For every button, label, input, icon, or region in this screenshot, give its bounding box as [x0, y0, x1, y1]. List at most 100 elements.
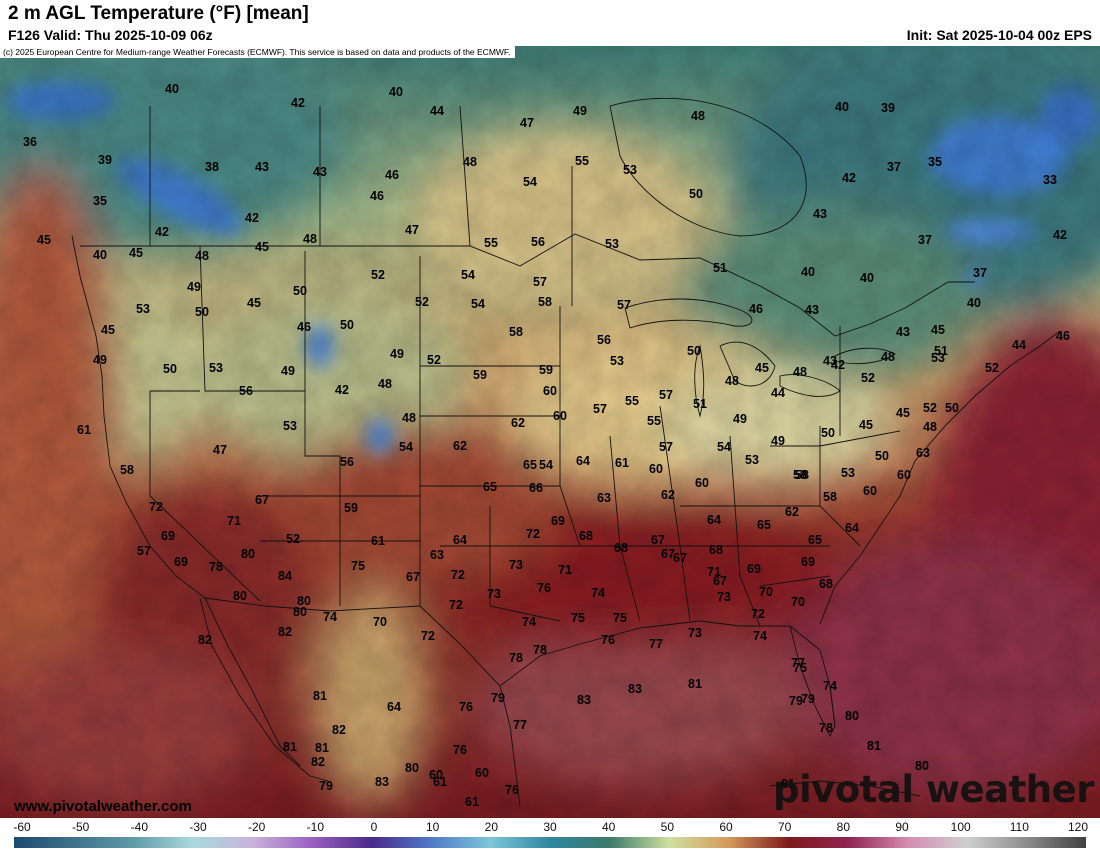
temperature-label: 82	[278, 625, 292, 639]
temperature-label: 40	[801, 265, 815, 279]
temperature-label: 48	[463, 155, 477, 169]
temperature-label: 43	[823, 354, 837, 368]
temperature-label: 45	[931, 323, 945, 337]
temperature-label: 43	[896, 325, 910, 339]
temperature-label: 50	[195, 305, 209, 319]
temperature-label: 72	[526, 527, 540, 541]
color-scale-tick: 40	[601, 820, 616, 834]
temperature-label: 50	[945, 401, 959, 415]
temperature-label: 45	[896, 406, 910, 420]
temperature-label: 80	[915, 759, 929, 773]
temperature-label: 59	[344, 501, 358, 515]
temperature-label: 54	[539, 458, 553, 472]
temperature-label: 65	[757, 518, 771, 532]
temperature-label: 80	[405, 761, 419, 775]
temperature-label: 53	[136, 302, 150, 316]
temperature-label: 46	[385, 168, 399, 182]
temperature-label: 51	[693, 397, 707, 411]
temperature-label: 62	[453, 439, 467, 453]
temperature-label: 53	[931, 351, 945, 365]
temperature-label: 64	[387, 700, 401, 714]
temperature-label: 52	[286, 532, 300, 546]
color-scale-tick: 20	[484, 820, 499, 834]
temperature-label: 49	[93, 353, 107, 367]
temperature-label: 60	[649, 462, 663, 476]
temperature-label: 79	[789, 694, 803, 708]
temperature-label: 54	[523, 175, 537, 189]
temperature-label: 47	[520, 116, 534, 130]
temperature-label: 61	[615, 456, 629, 470]
temperature-label: 73	[509, 558, 523, 572]
temperature-label: 56	[531, 235, 545, 249]
temperature-label: 53	[283, 419, 297, 433]
temperature-label: 49	[573, 104, 587, 118]
temperature-label: 45	[129, 246, 143, 260]
temperature-label: 72	[451, 568, 465, 582]
temperature-label: 79	[491, 691, 505, 705]
temperature-label: 82	[198, 633, 212, 647]
temperature-label: 53	[623, 163, 637, 177]
temperature-label: 57	[137, 544, 151, 558]
temperature-label: 61	[77, 423, 91, 437]
temperature-label: 77	[791, 656, 805, 670]
temperature-label: 49	[187, 280, 201, 294]
temperature-label: 58	[795, 468, 809, 482]
color-scale-tick: 100	[950, 820, 971, 834]
temperature-label: 54	[399, 440, 413, 454]
temperature-label: 69	[161, 529, 175, 543]
temperature-label: 50	[687, 344, 701, 358]
temperature-label: 68	[579, 529, 593, 543]
temperature-label: 40	[389, 85, 403, 99]
temperature-label: 60	[543, 384, 557, 398]
temperature-label: 42	[1053, 228, 1067, 242]
temperature-label: 76	[453, 743, 467, 757]
temperature-label: 69	[801, 555, 815, 569]
temperature-label: 37	[887, 160, 901, 174]
temperature-label: 69	[747, 562, 761, 576]
temperature-label: 82	[311, 755, 325, 769]
temperature-label: 39	[98, 153, 112, 167]
temperature-label: 63	[916, 446, 930, 460]
temperature-label: 78	[533, 643, 547, 657]
temperature-label: 58	[823, 490, 837, 504]
temperature-label: 52	[985, 361, 999, 375]
temperature-label: 81	[867, 739, 881, 753]
temperature-label: 43	[805, 303, 819, 317]
temperature-label: 80	[233, 589, 247, 603]
temperature-label: 50	[821, 426, 835, 440]
temperature-label: 43	[313, 165, 327, 179]
temperature-label: 72	[449, 598, 463, 612]
temperature-label: 39	[881, 101, 895, 115]
temperature-label: 63	[430, 548, 444, 562]
temperature-label: 45	[101, 323, 115, 337]
init-time: Init: Sat 2025-10-04 00z EPS	[906, 27, 1092, 43]
temperature-label: 49	[771, 434, 785, 448]
temperature-label: 48	[725, 374, 739, 388]
temperature-label: 61	[433, 775, 447, 789]
temperature-label: 72	[421, 629, 435, 643]
temperature-label: 78	[209, 560, 223, 574]
map-title: 2 m AGL Temperature (°F) [mean]	[8, 3, 309, 24]
temperature-label: 81	[781, 777, 795, 791]
temperature-label: 50	[875, 449, 889, 463]
temperature-label: 60	[429, 768, 443, 782]
temperature-label: 42	[291, 96, 305, 110]
color-scale-tick: 10	[425, 820, 440, 834]
temperature-label: 76	[459, 700, 473, 714]
temperature-label: 80	[293, 605, 307, 619]
temperature-label: 56	[340, 455, 354, 469]
temperature-label: 65	[523, 458, 537, 472]
site-url[interactable]: www.pivotalweather.com	[14, 798, 192, 815]
temperature-map[interactable]: 35 40 42 44 47 49 48 36 40 39 38 43 43 46 48 55 53 40 39 37…	[0, 46, 1100, 818]
temperature-label: 37	[918, 233, 932, 247]
temperature-label: 83	[375, 775, 389, 789]
color-scale-tick: -20	[247, 820, 266, 834]
temperature-label: 71	[227, 514, 241, 528]
temperature-label: 74	[753, 629, 767, 643]
temperature-label: 42	[842, 171, 856, 185]
temperature-label: 80	[297, 594, 311, 608]
temperature-label: 80	[241, 547, 255, 561]
temperature-label: 60	[897, 468, 911, 482]
temperature-label: 55	[647, 414, 661, 428]
temperature-label: 46	[1056, 329, 1070, 343]
